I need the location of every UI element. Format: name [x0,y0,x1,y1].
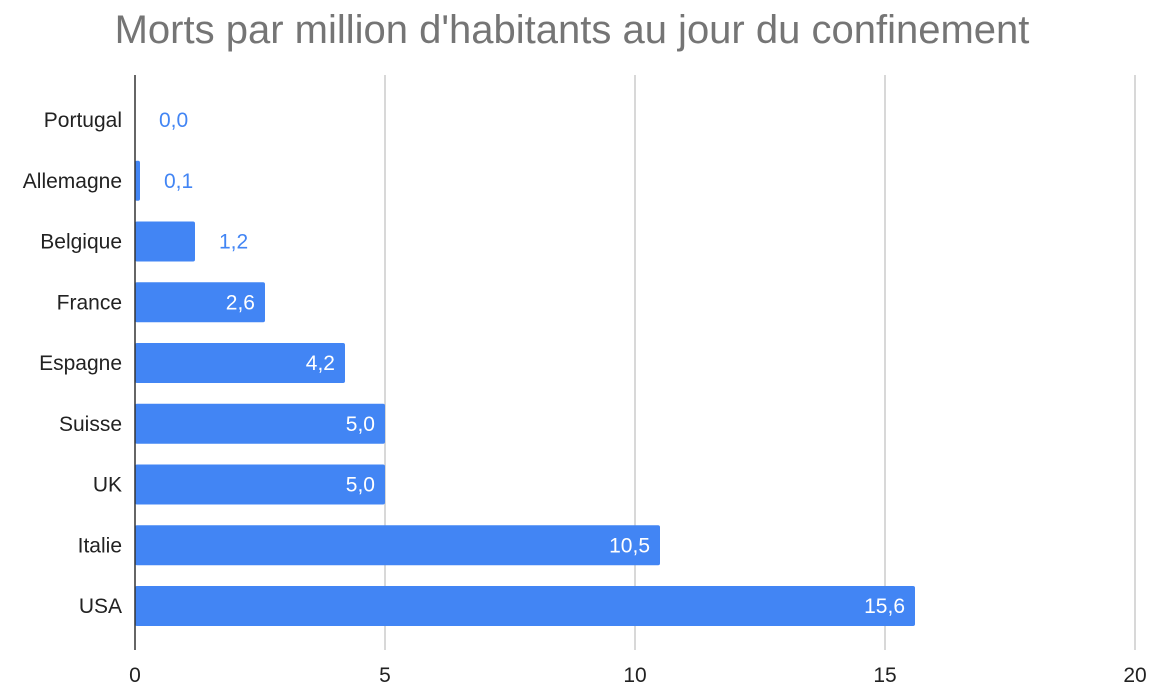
data-label: 1,2 [219,231,248,254]
category-label: Allemagne [23,170,122,193]
bar [135,160,140,201]
chart-title: Morts par million d'habitants au jour du… [114,8,1030,52]
category-label: France [57,291,122,314]
data-label: 0,1 [164,170,193,193]
bar [135,343,345,383]
bar [135,282,265,323]
category-label: Suisse [59,413,122,436]
bar [135,403,385,444]
bar [135,525,660,566]
x-tick-label: 5 [379,664,391,687]
category-label: Portugal [44,109,122,132]
data-label: 5,0 [346,413,375,436]
data-label: 4,2 [306,352,335,375]
x-tick-label: 10 [623,664,646,687]
data-label: 2,6 [226,291,255,314]
data-label: 15,6 [864,595,905,618]
bar [135,586,915,626]
data-label: 5,0 [346,474,375,497]
x-tick-label: 20 [1123,664,1146,687]
category-label: USA [79,595,122,618]
data-label: 10,5 [609,534,650,557]
bar [135,221,195,262]
category-label: UK [93,474,122,497]
data-label: 0,0 [159,109,188,132]
x-tick-label: 0 [129,664,141,687]
x-tick-label: 15 [873,664,896,687]
category-label: Belgique [40,231,122,254]
category-label: Italie [78,534,122,557]
bar [135,464,385,505]
category-label: Espagne [39,352,122,375]
